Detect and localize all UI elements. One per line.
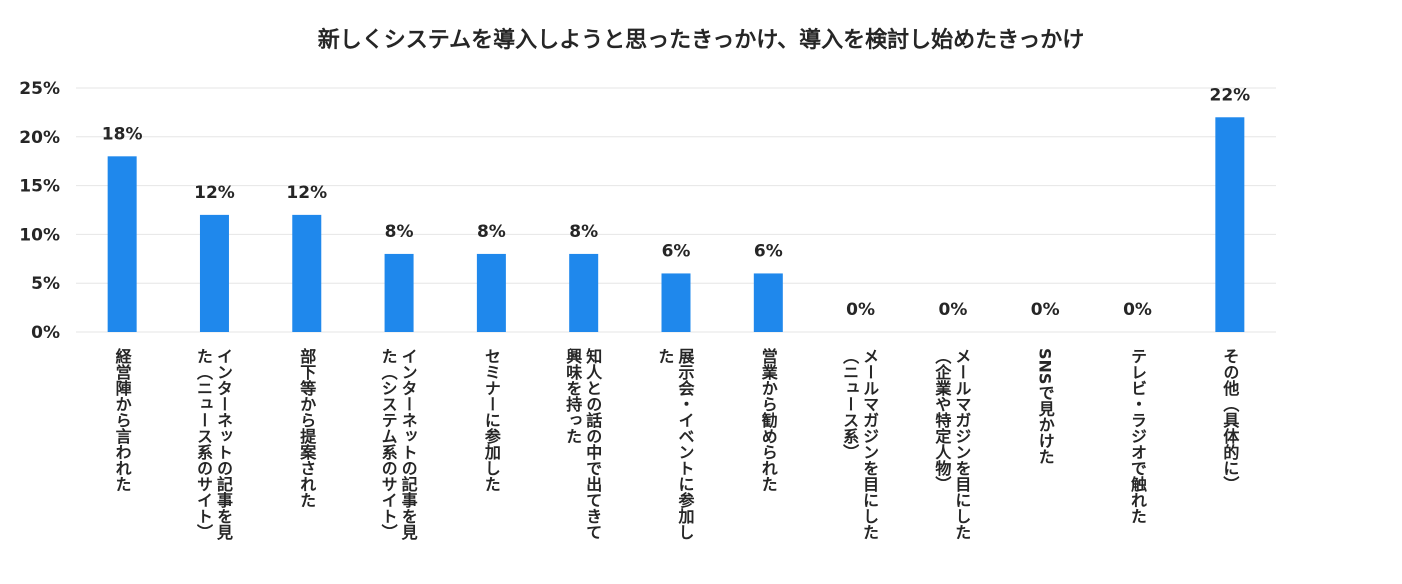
value-label: 12% bbox=[286, 183, 327, 203]
value-label: 0% bbox=[1123, 300, 1152, 320]
bar bbox=[1215, 117, 1245, 332]
category-label: SNSで見かけた bbox=[1036, 348, 1056, 465]
value-label: 6% bbox=[662, 241, 691, 261]
category-label: た bbox=[656, 348, 675, 364]
y-tick-label: 0% bbox=[31, 323, 60, 343]
y-tick-label: 20% bbox=[19, 128, 60, 148]
category-label: その他（具体的に） bbox=[1220, 348, 1240, 492]
bar bbox=[661, 273, 691, 332]
bar bbox=[292, 214, 322, 332]
category-label: テレビ・ラジオで触れた bbox=[1128, 348, 1148, 524]
y-tick-label: 25% bbox=[19, 79, 60, 99]
y-tick-label: 15% bbox=[19, 177, 60, 197]
bar bbox=[569, 253, 599, 332]
value-label: 6% bbox=[754, 241, 783, 261]
category-label: 興味を持った bbox=[563, 347, 582, 444]
category-label: インターネットの記事を見 bbox=[399, 348, 419, 541]
bar bbox=[476, 253, 506, 332]
category-label: 部下等から提案された bbox=[297, 347, 317, 508]
category-label: 経営陣から言われた bbox=[113, 347, 132, 492]
bar bbox=[107, 156, 137, 332]
value-label: 0% bbox=[938, 300, 967, 320]
category-label: 知人との話の中で出てきて bbox=[583, 347, 602, 540]
bar bbox=[384, 253, 414, 332]
category-label: 展示会・イベントに参加し bbox=[676, 348, 696, 540]
value-label: 8% bbox=[569, 222, 598, 242]
bar bbox=[753, 273, 783, 332]
value-label: 0% bbox=[1031, 300, 1060, 320]
category-label: た（システム系のサイト） bbox=[379, 348, 398, 540]
value-label: 8% bbox=[385, 222, 414, 242]
value-label: 0% bbox=[846, 300, 875, 320]
value-label: 22% bbox=[1209, 85, 1250, 105]
category-label: （企業や特定人物） bbox=[932, 348, 952, 492]
bar bbox=[199, 214, 229, 332]
category-label: メールマガジンを目にした bbox=[952, 348, 971, 540]
value-label: 18% bbox=[102, 124, 143, 144]
category-label: メールマガジンを目にした bbox=[860, 348, 879, 540]
value-label: 8% bbox=[477, 222, 506, 242]
chart-title: 新しくシステムを導入しようと思ったきっかけ、導入を検討し始めたきっかけ bbox=[317, 28, 1085, 53]
category-label: 営業から勧められた bbox=[759, 347, 779, 492]
y-tick-label: 5% bbox=[31, 274, 60, 294]
category-label: セミナーに参加した bbox=[482, 348, 502, 492]
category-label: インターネットの記事を見 bbox=[214, 348, 234, 541]
category-label: た（ニュース系のサイト） bbox=[194, 348, 213, 540]
y-tick-label: 10% bbox=[19, 225, 60, 245]
value-label: 12% bbox=[194, 183, 235, 203]
category-label: （ニュース系） bbox=[840, 348, 859, 460]
